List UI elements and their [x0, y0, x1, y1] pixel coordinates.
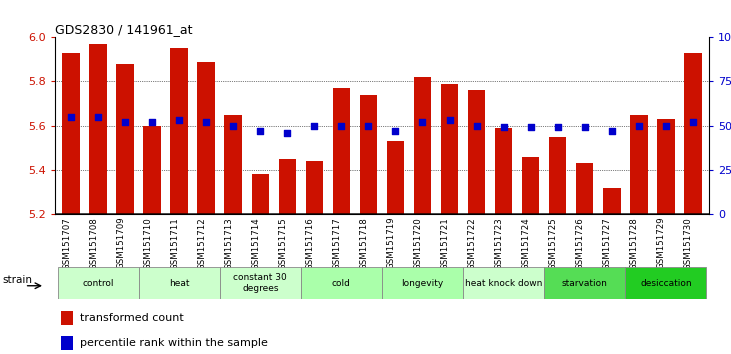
Text: GSM151707: GSM151707	[62, 217, 71, 269]
Text: GSM151715: GSM151715	[279, 217, 287, 269]
Point	[119, 119, 131, 125]
Point	[336, 123, 347, 129]
Text: GSM151718: GSM151718	[360, 217, 368, 269]
Bar	[387, 141, 404, 214]
Point	[552, 125, 564, 130]
Text: GSM151721: GSM151721	[441, 217, 450, 269]
Bar	[360, 95, 377, 214]
Point	[200, 119, 212, 125]
Bar	[544, 267, 625, 299]
Point	[92, 114, 104, 120]
Bar	[89, 44, 107, 214]
Text: GSM151726: GSM151726	[576, 217, 585, 269]
Text: GSM151729: GSM151729	[657, 217, 666, 269]
Bar	[61, 336, 73, 350]
Bar	[625, 267, 706, 299]
Text: GSM151719: GSM151719	[387, 217, 395, 269]
Text: GSM151714: GSM151714	[251, 217, 260, 269]
Bar	[603, 188, 621, 214]
Text: GSM151730: GSM151730	[683, 217, 693, 269]
Point	[281, 130, 293, 136]
Point	[363, 123, 374, 129]
Text: cold: cold	[332, 279, 351, 288]
Bar	[468, 90, 485, 214]
Text: GSM151710: GSM151710	[143, 217, 152, 269]
Point	[173, 118, 185, 123]
Point	[227, 123, 239, 129]
Bar	[301, 267, 382, 299]
Bar	[251, 175, 269, 214]
Bar	[549, 137, 567, 214]
Bar	[657, 119, 675, 214]
Point	[606, 128, 618, 134]
Text: GSM151713: GSM151713	[224, 217, 233, 269]
Text: heat knock down: heat knock down	[465, 279, 542, 288]
Point	[390, 128, 401, 134]
Bar	[495, 128, 512, 214]
Bar	[116, 64, 134, 214]
Bar	[414, 77, 431, 214]
Bar	[139, 267, 220, 299]
Bar	[170, 48, 188, 214]
Text: GSM151720: GSM151720	[414, 217, 423, 269]
Text: GSM151725: GSM151725	[549, 217, 558, 269]
Text: heat: heat	[169, 279, 189, 288]
Text: strain: strain	[3, 275, 33, 285]
Bar	[382, 267, 463, 299]
Point	[65, 114, 77, 120]
Bar	[441, 84, 458, 214]
Point	[633, 123, 645, 129]
Bar	[463, 267, 544, 299]
Point	[579, 125, 591, 130]
Bar	[143, 126, 161, 214]
Bar	[197, 62, 215, 214]
Bar	[279, 159, 296, 214]
Text: GSM151727: GSM151727	[603, 217, 612, 269]
Text: GSM151709: GSM151709	[116, 217, 125, 269]
Text: GSM151717: GSM151717	[333, 217, 341, 269]
Text: percentile rank within the sample: percentile rank within the sample	[80, 338, 268, 348]
Bar	[576, 163, 594, 214]
Bar	[62, 53, 80, 214]
Bar	[333, 88, 350, 214]
Point	[525, 125, 537, 130]
Text: GDS2830 / 141961_at: GDS2830 / 141961_at	[55, 23, 192, 36]
Point	[254, 128, 266, 134]
Bar	[58, 267, 139, 299]
Bar	[684, 53, 702, 214]
Point	[146, 119, 158, 125]
Bar	[522, 157, 539, 214]
Text: GSM151728: GSM151728	[630, 217, 639, 269]
Point	[498, 125, 510, 130]
Bar	[630, 115, 648, 214]
Point	[308, 123, 320, 129]
Bar	[220, 267, 301, 299]
Bar	[61, 312, 73, 325]
Text: GSM151723: GSM151723	[495, 217, 504, 269]
Bar	[224, 115, 242, 214]
Point	[444, 118, 455, 123]
Text: transformed count: transformed count	[80, 313, 183, 323]
Text: GSM151708: GSM151708	[89, 217, 98, 269]
Text: longevity: longevity	[401, 279, 444, 288]
Point	[417, 119, 428, 125]
Text: starvation: starvation	[561, 279, 607, 288]
Text: GSM151724: GSM151724	[522, 217, 531, 269]
Point	[471, 123, 482, 129]
Text: constant 30
degrees: constant 30 degrees	[233, 274, 287, 293]
Text: GSM151711: GSM151711	[170, 217, 179, 269]
Text: GSM151716: GSM151716	[306, 217, 314, 269]
Point	[660, 123, 672, 129]
Text: control: control	[83, 279, 114, 288]
Text: GSM151722: GSM151722	[468, 217, 477, 269]
Text: desiccation: desiccation	[640, 279, 692, 288]
Text: GSM151712: GSM151712	[197, 217, 206, 269]
Bar	[306, 161, 323, 214]
Point	[687, 119, 699, 125]
